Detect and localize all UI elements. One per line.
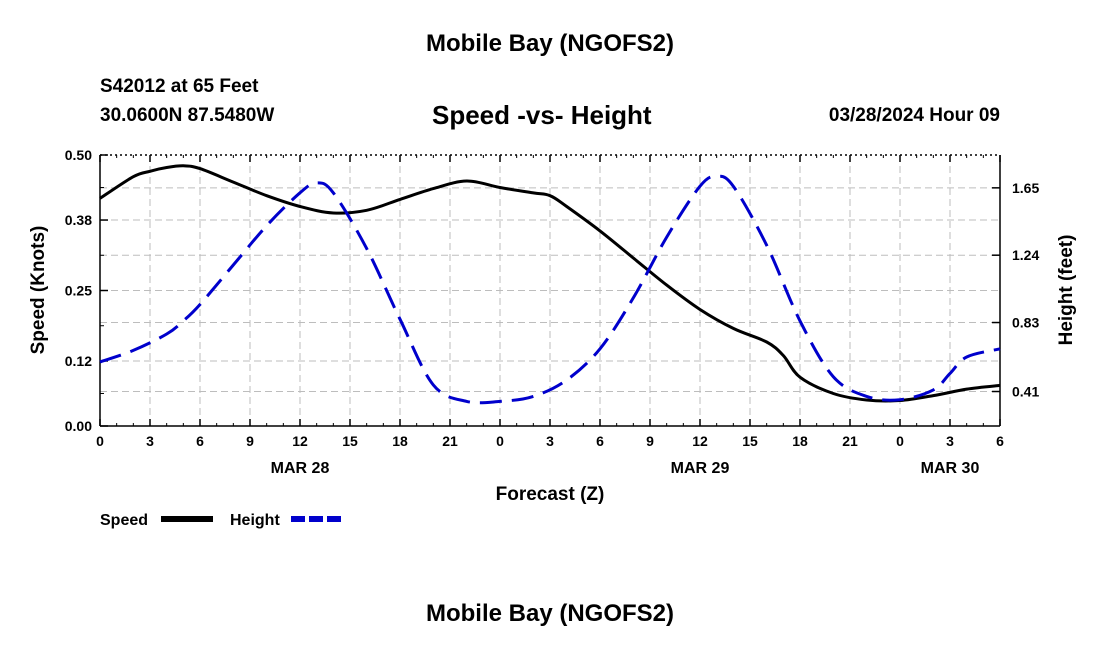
x-tick-label: 9 <box>646 433 654 449</box>
x-tick-label: 21 <box>442 433 458 449</box>
x-day-label: MAR 30 <box>921 460 980 477</box>
grid <box>100 155 1000 426</box>
coordinates-label: 30.0600N 87.5480W <box>100 105 275 126</box>
x-tick-label: 3 <box>546 433 554 449</box>
legend: Speed Height <box>100 512 343 529</box>
x-tick-label: 0 <box>896 433 904 449</box>
y2-tick-label: 0.83 <box>1012 315 1039 331</box>
x-tick-label: 0 <box>496 433 504 449</box>
forecast-datetime-label: 03/28/2024 Hour 09 <box>828 105 1000 126</box>
station-label: S42012 at 65 Feet <box>100 76 259 97</box>
chart-title: Speed -vs- Height <box>432 100 652 130</box>
x-tick-label: 15 <box>342 433 358 449</box>
x-tick-label: 21 <box>842 433 858 449</box>
y2-tick-label: 1.24 <box>1012 247 1039 263</box>
x-day-label: MAR 28 <box>271 460 330 477</box>
page-title: Mobile Bay (NGOFS2) <box>425 30 675 57</box>
height-series-line <box>99 174 1001 405</box>
x-tick-label: 6 <box>996 433 1004 449</box>
y2-tick-label: 1.65 <box>1012 180 1039 196</box>
x-tick-label: 0 <box>96 433 104 449</box>
y-tick-label: 0.38 <box>65 212 92 228</box>
y-axis-title: Speed (Knots) <box>28 226 49 355</box>
legend-label-speed: Speed <box>100 512 148 529</box>
y-tick-label: 0.12 <box>65 353 92 369</box>
x-tick-label: 6 <box>596 433 604 449</box>
x-tick-label: 12 <box>292 433 308 449</box>
x-tick-label: 6 <box>196 433 204 449</box>
x-tick-label: 12 <box>692 433 708 449</box>
y-tick-label: 0.00 <box>65 418 92 434</box>
speed-series-line <box>99 164 1001 403</box>
legend-label-height: Height <box>230 512 280 529</box>
x-tick-label: 3 <box>146 433 154 449</box>
y2-axis-title: Height (feet) <box>1056 235 1077 346</box>
x-tick-label: 18 <box>792 433 808 449</box>
axes: 0 3 6 9 12 15 18 21 0 3 6 9 12 15 18 21 0 3 6 MAR 28 MAR 29 M… <box>65 147 1040 477</box>
x-tick-label: 18 <box>392 433 408 449</box>
x-axis-title: Forecast (Z) <box>496 484 605 505</box>
series <box>99 164 1001 405</box>
x-tick-label: 9 <box>246 433 254 449</box>
footer-title: Mobile Bay (NGOFS2) <box>425 600 675 627</box>
y-tick-label: 0.25 <box>65 283 92 299</box>
y2-tick-label: 0.41 <box>1012 384 1039 400</box>
x-day-label: MAR 29 <box>671 460 730 477</box>
y-tick-label: 0.50 <box>65 147 92 163</box>
x-tick-label: 3 <box>946 433 954 449</box>
x-tick-label: 15 <box>742 433 758 449</box>
